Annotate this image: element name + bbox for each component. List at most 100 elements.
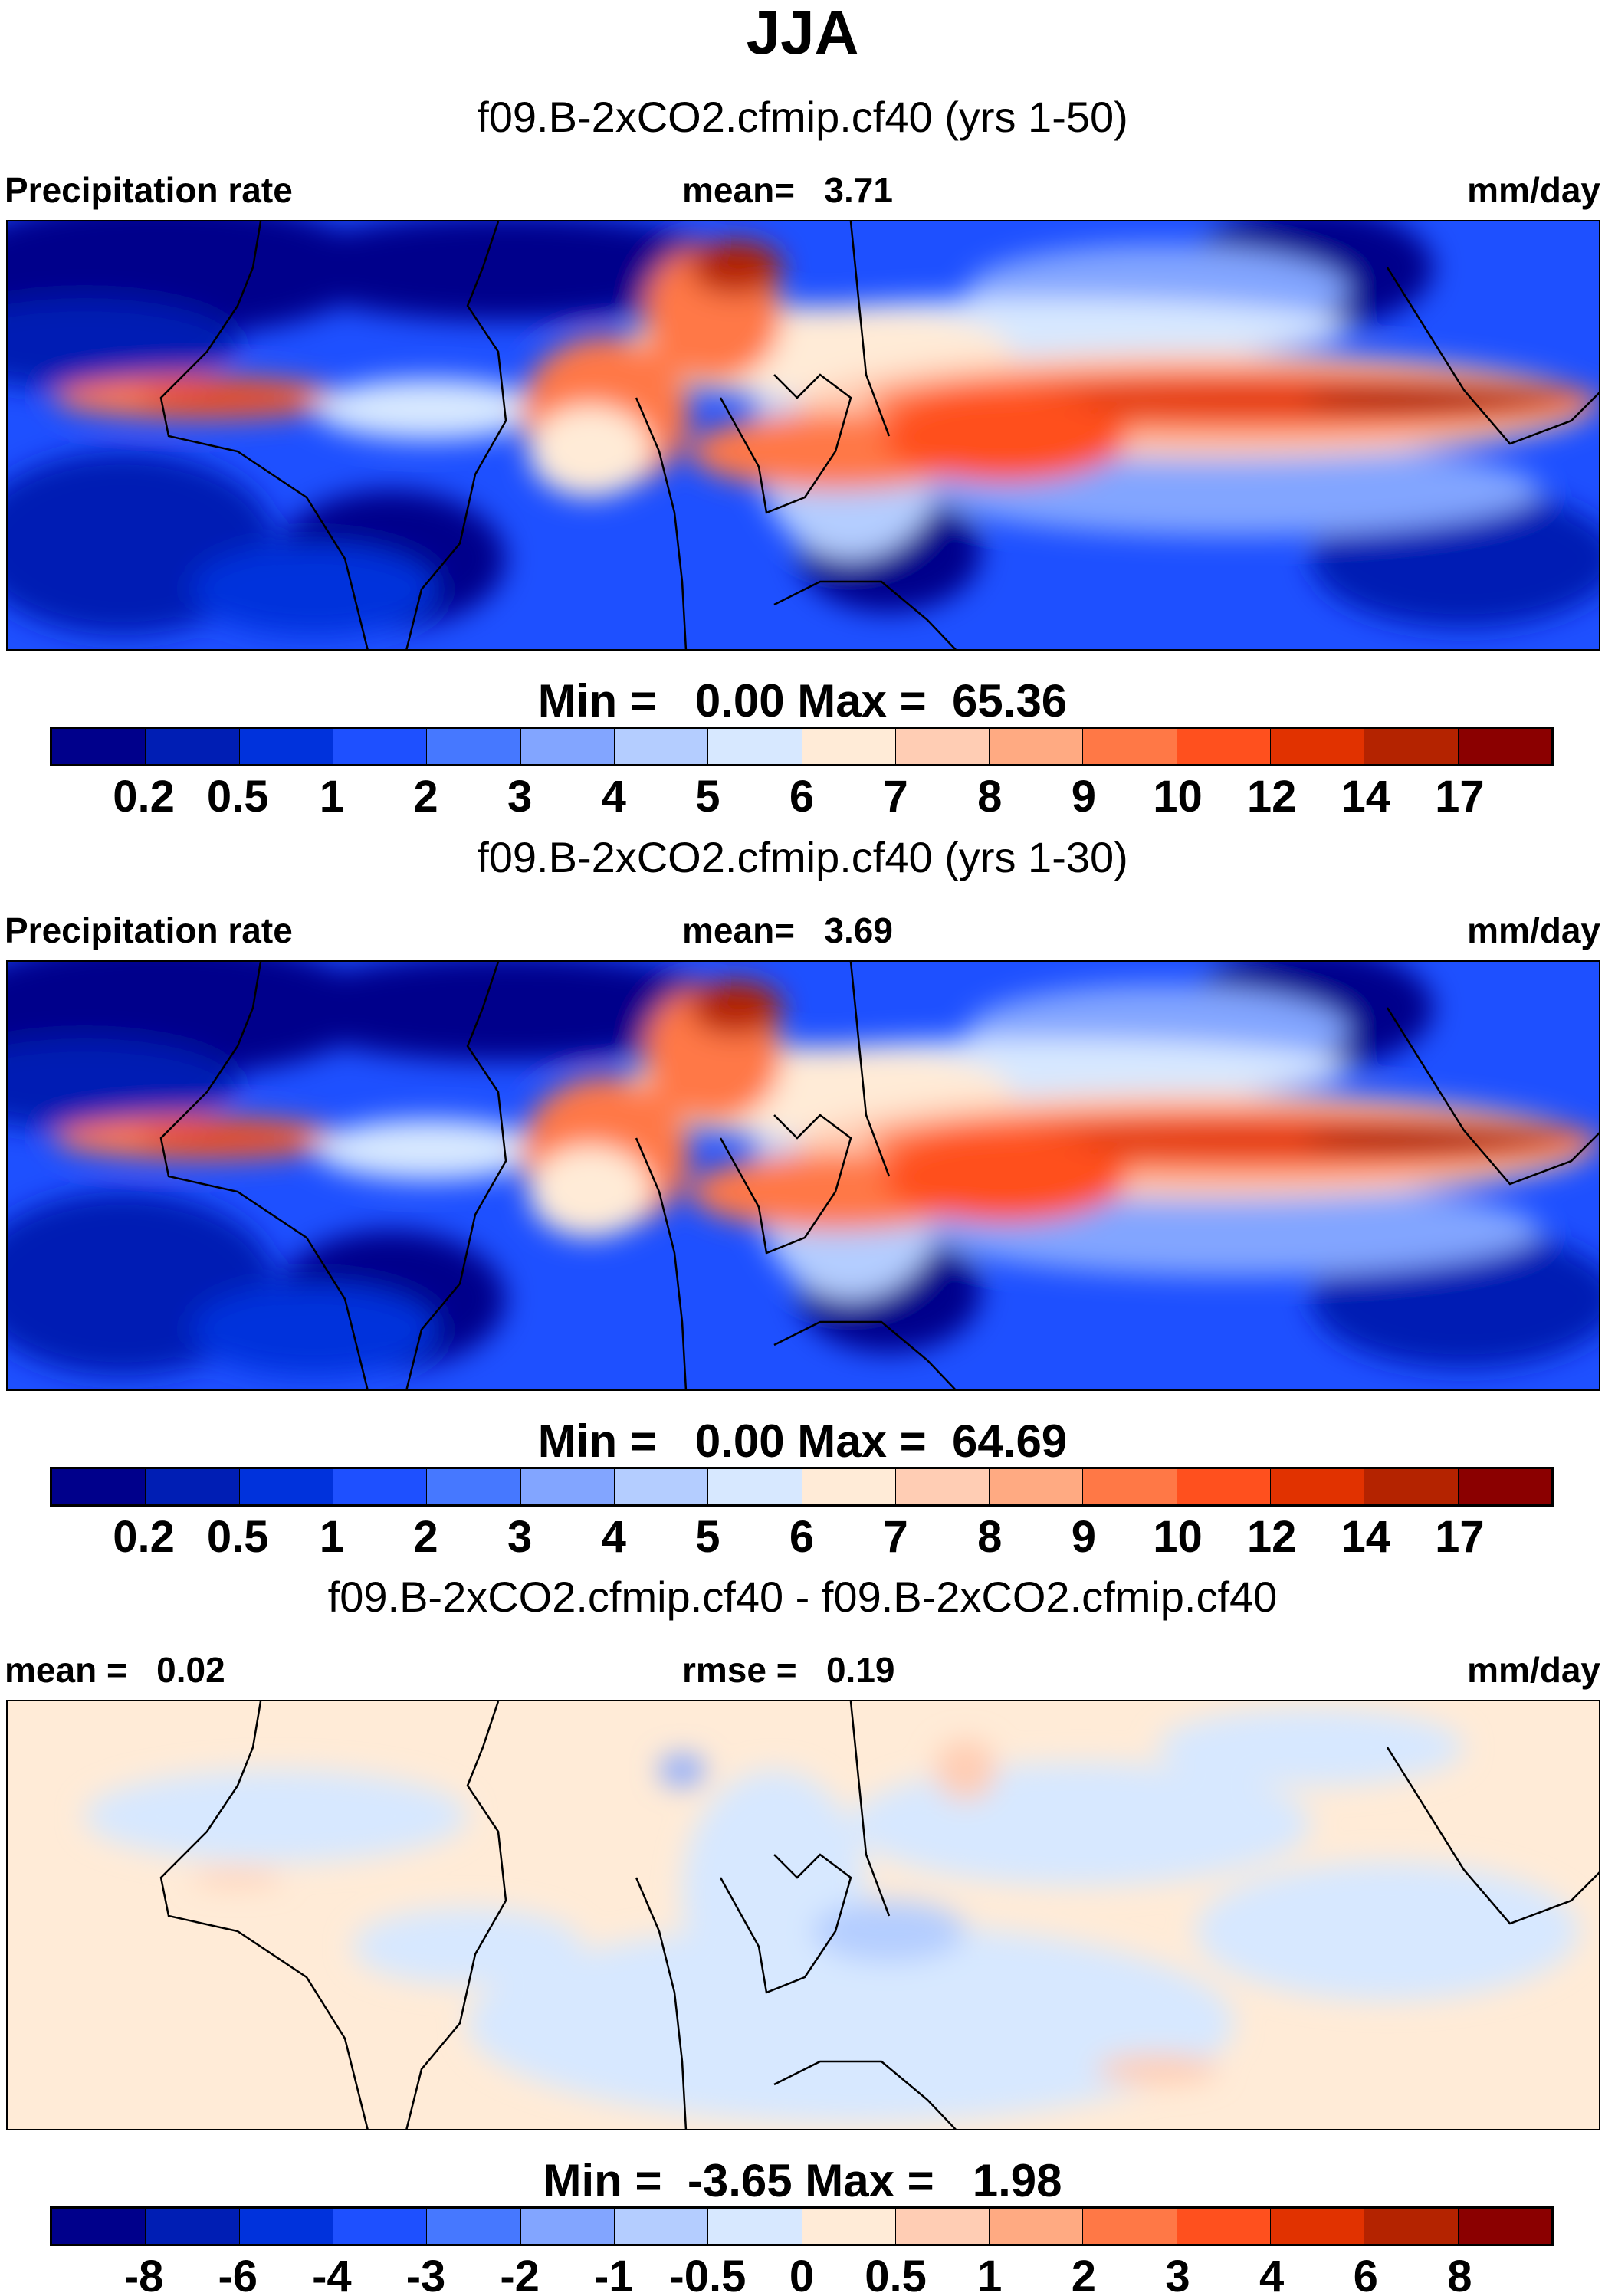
- colorbar-tick-label: 3: [507, 1512, 533, 1562]
- colorbar-box: [333, 1469, 428, 1504]
- coastline: [159, 1701, 369, 2129]
- colorbar-box: [333, 2209, 428, 2244]
- colorbar-tick-label: 6: [789, 772, 815, 822]
- colorbar-box: [520, 1469, 615, 1504]
- units-label: mm/day: [1467, 170, 1600, 210]
- colorbar-box: [146, 1469, 240, 1504]
- colorbar-box: [990, 729, 1084, 764]
- colorbar-box: [895, 729, 990, 764]
- colorbar-box: [802, 1469, 896, 1504]
- colorbar-box: [614, 729, 709, 764]
- colorbar-box: [895, 1469, 990, 1504]
- colorbar-ticks: 0.2 0.5 1 2 3 4 5 6 7 8 9 10 12 14 17: [50, 772, 1554, 823]
- field-region: [659, 1755, 705, 1786]
- coastline: [719, 1853, 852, 1994]
- colorbar-box: [239, 729, 333, 764]
- colorbar-tick-label: 4: [1259, 2252, 1285, 2296]
- field-region: [881, 1130, 1127, 1222]
- min-max-label: Min = 0.00 Max = 65.36: [537, 675, 1068, 727]
- colorbar-ticks: 0.2 0.5 1 2 3 4 5 6 7 8 9 10 12 14 17: [50, 1513, 1554, 1563]
- field-region: [690, 241, 782, 294]
- colorbar-box: [52, 729, 146, 764]
- colorbar-box: [1083, 1469, 1177, 1504]
- mean-label: mean= 3.71: [682, 170, 893, 210]
- panel-subtitle: f09.B-2xCO2.cfmip.cf40 - f09.B-2xCO2.cfm…: [327, 1573, 1278, 1621]
- colorbar-box: [520, 729, 615, 764]
- colorbar-tick-label: -0.5: [669, 2252, 747, 2296]
- colorbar-tick-label: 7: [883, 1512, 908, 1562]
- coastline: [159, 221, 369, 649]
- colorbar-box: [708, 729, 802, 764]
- colorbar-tick-label: -2: [500, 2252, 540, 2296]
- coastline: [1386, 1007, 1599, 1186]
- colorbar-box: [708, 2209, 802, 2244]
- colorbar-box: [1271, 1469, 1365, 1504]
- field-region: [682, 1770, 866, 2016]
- panel-subtitle: f09.B-2xCO2.cfmip.cf40 (yrs 1-50): [477, 93, 1128, 141]
- colorbar-tick-label: 1: [319, 772, 345, 822]
- mean-label: mean= 3.69: [682, 910, 893, 950]
- coastline: [773, 1320, 957, 1389]
- colorbar-box: [333, 729, 428, 764]
- colorbar-tick-label: 3: [1165, 2252, 1190, 2296]
- colorbar-tick-label: 6: [1353, 2252, 1378, 2296]
- colorbar-box: [52, 2209, 146, 2244]
- units-label: mm/day: [1467, 1650, 1600, 1690]
- coastline: [635, 397, 688, 649]
- coastline: [773, 580, 957, 649]
- colorbar-tick-label: 7: [883, 772, 908, 822]
- field-region: [192, 1284, 437, 1376]
- colorbar-box: [427, 2209, 521, 2244]
- colorbar-tick-label: 1: [319, 1512, 345, 1562]
- colorbar: [50, 1467, 1554, 1507]
- colorbar: [50, 727, 1554, 766]
- colorbar-tick-label: 4: [601, 1512, 626, 1562]
- min-max-label: Min = 0.00 Max = 64.69: [537, 1415, 1068, 1467]
- field-region: [812, 1901, 966, 1962]
- rmse-label: rmse = 0.19: [682, 1650, 895, 1690]
- field-region: [314, 1119, 544, 1180]
- colorbar-box: [1364, 2209, 1459, 2244]
- colorbar-box: [427, 729, 521, 764]
- colorbar-tick-label: 8: [1447, 2252, 1472, 2296]
- colorbar-tick-label: 17: [1435, 772, 1485, 822]
- coastline: [405, 221, 507, 649]
- colorbar-box: [1458, 1469, 1551, 1504]
- colorbar-tick-label: 12: [1246, 1512, 1297, 1562]
- field-region: [468, 1924, 1234, 2123]
- field-region: [1303, 1129, 1564, 1150]
- map-field: [8, 1701, 1599, 2129]
- colorbar-tick-label: -3: [405, 2252, 446, 2296]
- coastline: [719, 1114, 852, 1255]
- field-region: [276, 962, 736, 1061]
- variable-label: Precipitation rate: [5, 170, 293, 210]
- colorbar-tick-label: -8: [123, 2252, 164, 2296]
- colorbar-tick-label: -1: [593, 2252, 634, 2296]
- colorbar-tick-label: 2: [413, 1512, 438, 1562]
- colorbar-box: [614, 1469, 709, 1504]
- colorbar: [50, 2206, 1554, 2246]
- coastline: [849, 962, 891, 1177]
- colorbar-box: [1271, 2209, 1365, 2244]
- colorbar-box: [239, 1469, 333, 1504]
- colorbar-tick-label: 1: [977, 2252, 1003, 2296]
- coastline: [635, 1877, 688, 2129]
- field-region: [192, 1870, 284, 1885]
- coastline: [849, 221, 891, 437]
- colorbar-tick-label: 0.5: [206, 772, 269, 822]
- colorbar-tick-label: 3: [507, 772, 533, 822]
- colorbar-box: [1177, 729, 1272, 764]
- colorbar-tick-label: 0.5: [865, 2252, 927, 2296]
- colorbar-box: [239, 2209, 333, 2244]
- colorbar-tick-label: 5: [695, 1512, 720, 1562]
- coastline: [1386, 267, 1599, 445]
- coastline: [719, 373, 852, 514]
- coastline: [405, 1701, 507, 2129]
- field-region: [8, 298, 238, 390]
- coastline: [405, 962, 507, 1389]
- field-region: [935, 1740, 996, 1801]
- colorbar-tick-label: 4: [601, 772, 626, 822]
- colorbar-tick-label: 10: [1153, 772, 1203, 822]
- field-region: [1196, 1862, 1579, 2000]
- colorbar-tick-label: 2: [1071, 2252, 1097, 2296]
